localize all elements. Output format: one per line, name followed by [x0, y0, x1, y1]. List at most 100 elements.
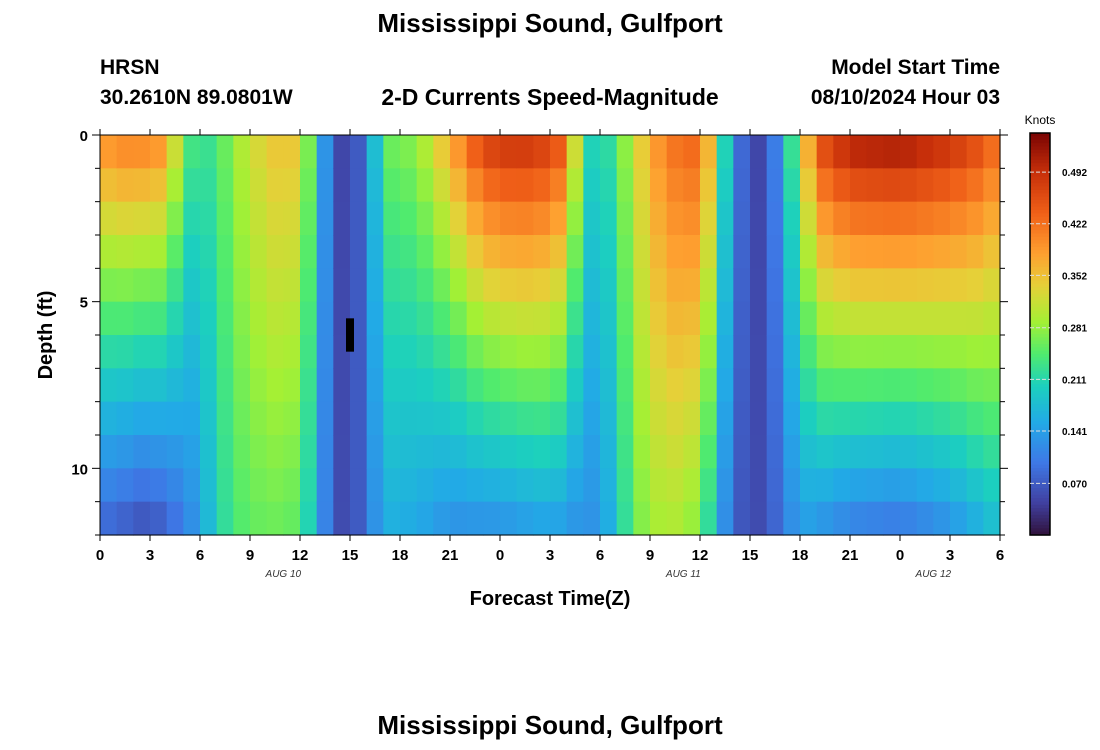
heatmap-cell [500, 501, 518, 536]
heatmap-cell [816, 235, 834, 269]
heatmap-cell [200, 501, 218, 536]
heatmap-cell [683, 468, 701, 503]
y-axis: 0 5 10 [71, 128, 1008, 536]
heatmap-cell [983, 368, 1001, 403]
heatmap-cell [416, 235, 434, 269]
heatmap-cell [916, 135, 934, 169]
heatmap-cell [250, 468, 268, 503]
heatmap-cell [200, 401, 218, 436]
heatmap-cell [200, 301, 218, 336]
colorbar-tick-label: 0.281 [1062, 324, 1087, 335]
heatmap-cell [183, 401, 201, 436]
heatmap-cell [916, 335, 934, 369]
heatmap-cell [683, 401, 701, 436]
heatmap-cell [833, 168, 851, 203]
heatmap-cell [916, 268, 934, 303]
heatmap-cell [966, 301, 984, 336]
colorbar-swatch [1030, 454, 1050, 459]
heatmap-cell [900, 368, 918, 403]
heatmap-cell [466, 368, 484, 403]
heatmap-cell [550, 468, 568, 503]
colorbar-swatch [1030, 213, 1050, 218]
x-tick-label: 21 [842, 547, 859, 564]
heatmap-cell [333, 401, 351, 436]
heatmap-cell [300, 335, 318, 369]
heatmap-cell [283, 368, 301, 403]
heatmap-cell [383, 368, 401, 403]
heatmap-cell [650, 401, 668, 436]
heatmap-cell [700, 468, 718, 503]
colorbar-swatch [1030, 384, 1050, 389]
heatmap-cell [883, 501, 901, 536]
heatmap-cell [600, 368, 618, 403]
heatmap-cell [500, 301, 518, 336]
colorbar-swatch [1030, 253, 1050, 258]
heatmap-cell [750, 501, 768, 536]
heatmap-cell [733, 201, 751, 236]
colorbar-swatch [1030, 350, 1050, 355]
colorbar-swatch [1030, 521, 1050, 526]
heatmap-cell [150, 401, 168, 436]
colorbar-swatch [1030, 417, 1050, 422]
colorbar-swatch [1030, 270, 1050, 275]
colorbar-swatch [1030, 143, 1050, 147]
heatmap-cell [483, 268, 501, 303]
heatmap-cell [166, 401, 184, 436]
heatmap-cell [700, 301, 718, 336]
heatmap-cell [933, 301, 951, 336]
heatmap-cell [516, 501, 534, 536]
colorbar-swatch [1030, 303, 1050, 308]
heatmap-cell [900, 401, 918, 436]
heatmap-cell [116, 168, 134, 203]
heatmap-cell [300, 468, 318, 503]
heatmap-cell [183, 335, 201, 369]
heatmap-cell [416, 368, 434, 403]
heatmap-cell [400, 135, 418, 169]
heatmap-cell [383, 268, 401, 303]
heatmap-cell [483, 168, 501, 203]
heatmap-cell [300, 268, 318, 303]
heatmap-cell [933, 335, 951, 369]
colorbar-swatch [1030, 424, 1050, 429]
heatmap-cell [883, 368, 901, 403]
colorbar-swatch [1030, 494, 1050, 499]
heatmap-cell [550, 401, 568, 436]
heatmap-cell [816, 201, 834, 236]
heatmap-cell [733, 235, 751, 269]
heatmap-cell [450, 435, 468, 469]
heatmap-cell [116, 468, 134, 503]
heatmap-cell [966, 268, 984, 303]
heatmap-cell [116, 201, 134, 236]
heatmap-cell [500, 401, 518, 436]
heatmap-cell [983, 201, 1001, 236]
heatmap-cell [683, 201, 701, 236]
heatmap-cell [766, 235, 784, 269]
colorbar-swatch [1030, 320, 1050, 325]
heatmap-cell [266, 335, 284, 369]
heatmap-cell [950, 135, 968, 169]
heatmap-cell [966, 435, 984, 469]
heatmap-cell [433, 435, 451, 469]
colorbar-swatch [1030, 451, 1050, 456]
heatmap-cell [133, 201, 151, 236]
heatmap-cell [233, 135, 251, 169]
heatmap-cell [533, 368, 551, 403]
heatmap-cell [450, 201, 468, 236]
heatmap-cell [600, 268, 618, 303]
heatmap-cell [550, 268, 568, 303]
heatmap-cell [733, 501, 751, 536]
heatmap-cell [566, 168, 584, 203]
heatmap-cell [316, 201, 334, 236]
heatmap-cell [650, 368, 668, 403]
heatmap-cell [150, 468, 168, 503]
heatmap-cell [133, 268, 151, 303]
heatmap-cell [516, 301, 534, 336]
heatmap-cell [950, 435, 968, 469]
heatmap-cell [650, 268, 668, 303]
heatmap-cell [216, 201, 234, 236]
heatmap-cell [433, 301, 451, 336]
heatmap-cell [650, 335, 668, 369]
heatmap-cell [166, 468, 184, 503]
colorbar-swatch [1030, 390, 1050, 395]
heatmap-cell [850, 268, 868, 303]
